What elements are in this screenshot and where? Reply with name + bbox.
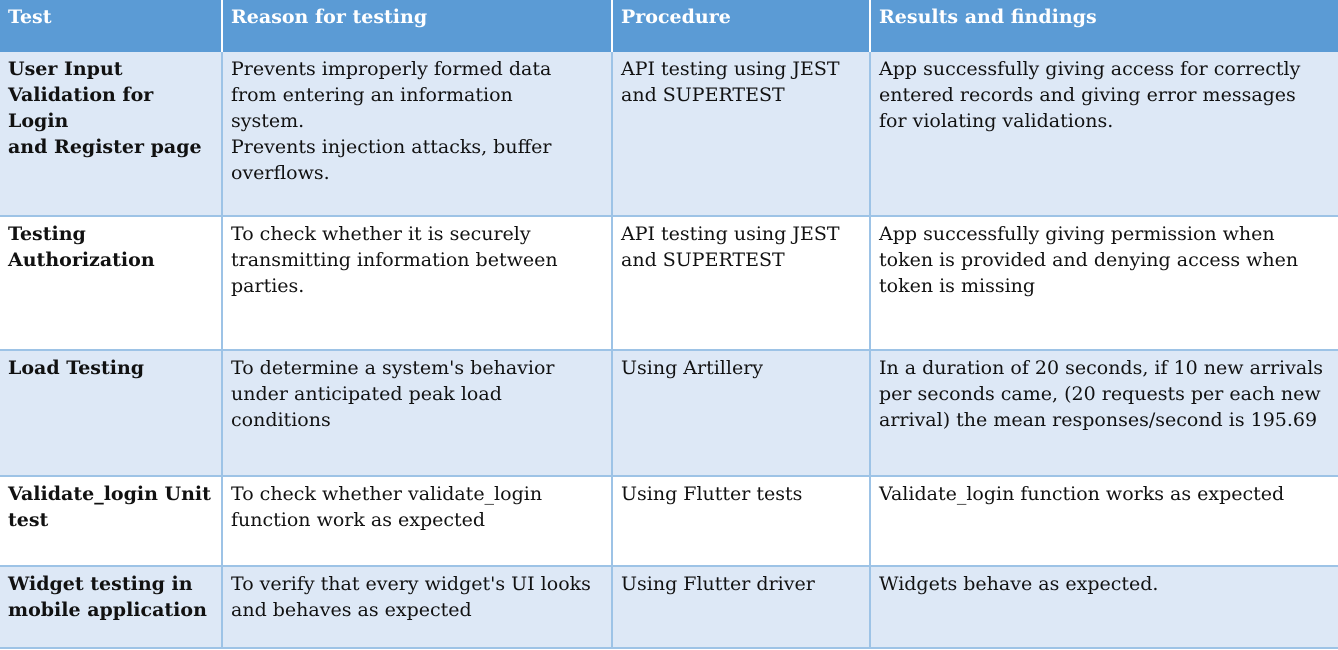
cell-results: Widgets behave as expected. [869,566,1338,649]
cell-reason: To check whether validate_login function… [221,476,613,567]
cell-procedure: API testing using JEST and SUPERTEST [611,52,871,217]
cell-test: Validate_login Unit test [0,476,223,567]
table-row: Testing Authorization To check whether i… [0,216,1338,351]
cell-procedure: Using Flutter tests [611,476,871,567]
table-row: Validate_login Unit test To check whethe… [0,476,1338,567]
cell-reason: To verify that every widget's UI looks a… [221,566,613,649]
cell-test: Load Testing [0,350,223,477]
cell-test: Widget testing in mobile application [0,566,223,649]
cell-reason: To check whether it is securely transmit… [221,216,613,351]
header-reason: Reason for testing [222,0,613,52]
cell-results: Validate_login function works as expecte… [869,476,1338,567]
header-test: Test [0,0,223,52]
cell-results: App successfully giving permission when … [869,216,1338,351]
cell-procedure: API testing using JEST and SUPERTEST [611,216,871,351]
cell-results: App successfully giving access for corre… [869,52,1338,217]
cell-results: In a duration of 20 seconds, if 10 new a… [869,350,1338,477]
table-row: User Input Validation for Login and Regi… [0,52,1338,217]
cell-reason: To determine a system's behavior under a… [221,350,613,477]
table-row: Widget testing in mobile application To … [0,566,1338,649]
cell-procedure: Using Artillery [611,350,871,477]
cell-test: Testing Authorization [0,216,223,351]
cell-procedure: Using Flutter driver [611,566,871,649]
cell-test: User Input Validation for Login and Regi… [0,52,223,217]
header-procedure: Procedure [612,0,871,52]
cell-reason: Prevents improperly formed data from ent… [221,52,613,217]
header-results: Results and findings [870,0,1338,52]
table-header-row: Test Reason for testing Procedure Result… [0,0,1338,52]
table-row: Load Testing To determine a system's beh… [0,350,1338,477]
